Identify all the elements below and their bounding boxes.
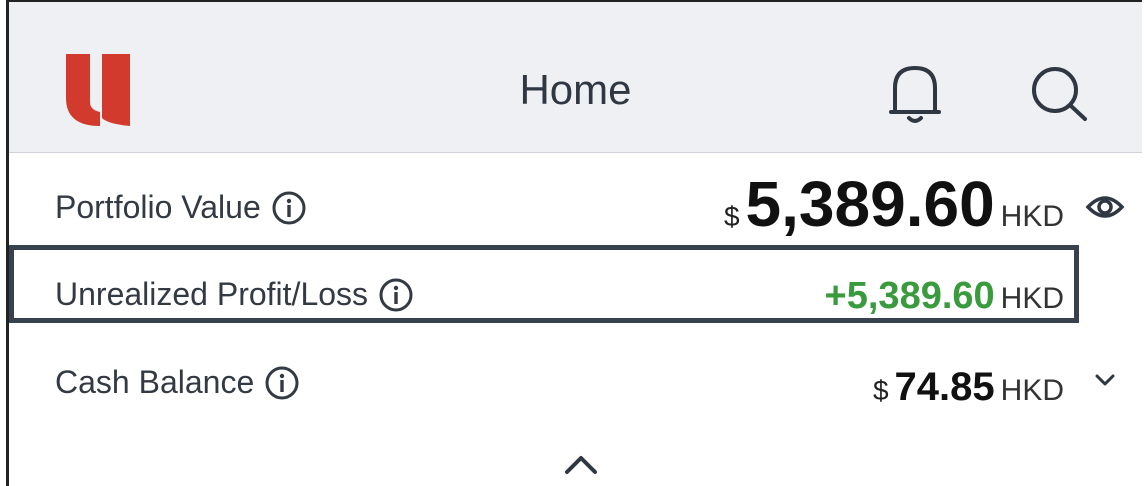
label-group: Unrealized Profit/Loss (55, 276, 414, 313)
currency: $ (723, 201, 740, 232)
label-group: Portfolio Value (55, 189, 307, 226)
screen: Home Portfolio Value $ 5,389.60 HKD Unre… (6, 0, 1142, 486)
amount: +5,389.60 (824, 275, 995, 317)
search-button[interactable] (1029, 64, 1093, 122)
cash-row: Cash Balance $ 74.85 HKD (9, 352, 1142, 412)
unit: HKD (1000, 374, 1064, 407)
unrealized-row: Unrealized Profit/Loss +5,389.60 HKD (9, 264, 1142, 324)
header: Home (9, 2, 1142, 153)
visibility-toggle[interactable] (1085, 191, 1125, 223)
page-title: Home (519, 66, 632, 113)
portfolio-row: Portfolio Value $ 5,389.60 HKD (9, 168, 1142, 240)
unit: HKD (1000, 200, 1064, 233)
label: Unrealized Profit/Loss (55, 276, 369, 312)
amount: 5,389.60 (745, 168, 995, 240)
info-icon[interactable] (271, 190, 307, 226)
notification-button[interactable] (885, 62, 945, 124)
unit: HKD (1000, 282, 1064, 315)
collapse-button[interactable] (561, 452, 601, 478)
highlight-box (9, 245, 1079, 323)
amount: 74.85 (894, 365, 995, 409)
expand-button[interactable] (1093, 372, 1117, 388)
label: Cash Balance (55, 364, 255, 400)
currency: $ (872, 375, 889, 406)
info-icon[interactable] (264, 365, 300, 401)
label-group: Cash Balance (55, 364, 300, 401)
value-group: $ 5,389.60 HKD (724, 167, 1064, 241)
info-icon[interactable] (378, 277, 414, 313)
value-group: +5,389.60 HKD (825, 275, 1064, 318)
value-group: $ 74.85 HKD (873, 365, 1064, 410)
logo (66, 54, 130, 126)
label: Portfolio Value (55, 189, 261, 225)
